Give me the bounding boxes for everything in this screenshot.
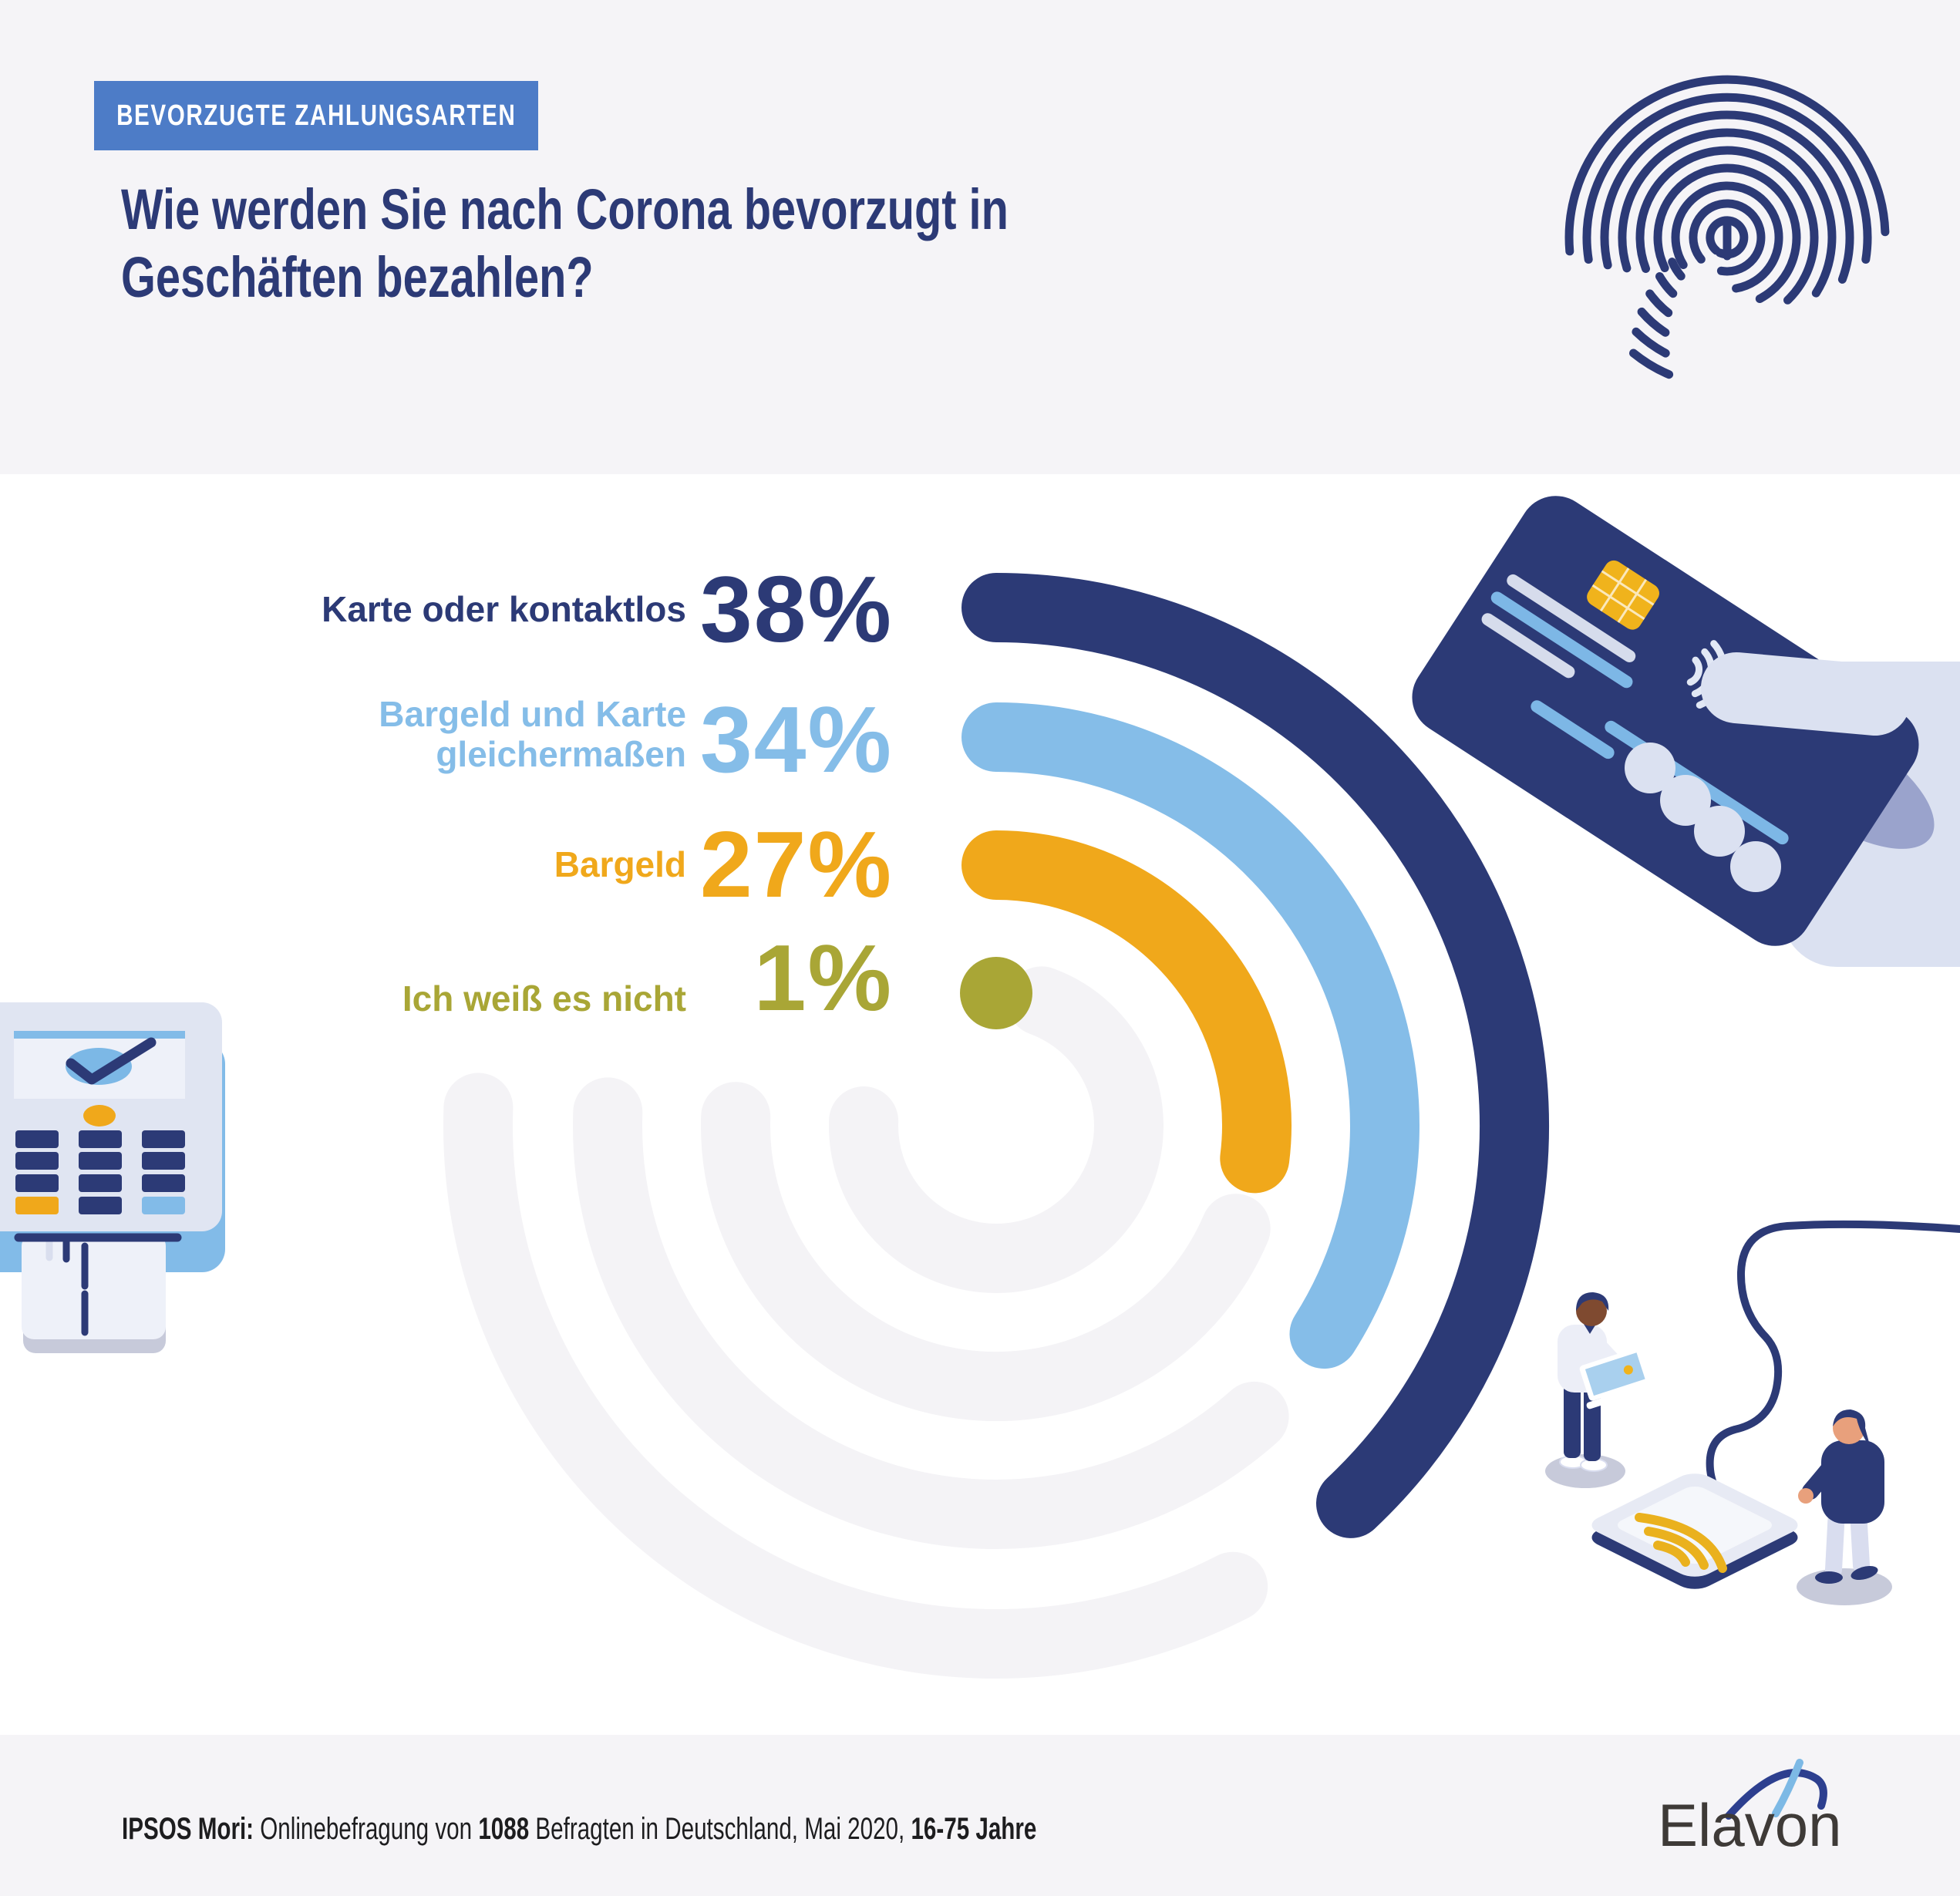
fingers (1625, 743, 1781, 892)
receipt-lines (45, 1238, 89, 1336)
person-with-laptop (1545, 1292, 1658, 1488)
chart-watermark-rings (443, 966, 1289, 1679)
chart-value-bargeld: 27% (699, 812, 893, 917)
chart-arc-1 (961, 702, 1419, 1369)
watermark-ring (572, 1077, 1289, 1549)
title-line-2: Geschäften bezahlen? (121, 245, 594, 309)
check-circle (66, 1048, 132, 1085)
title-line-1: Wie werden Sie nach Corona bevorzugt in (121, 177, 1009, 241)
thumb (1701, 652, 1911, 736)
ok-key (142, 1197, 185, 1214)
source-note: IPSOS Mori: Onlinebefragung von 1088 Bef… (122, 1812, 1037, 1846)
watermark-ring (443, 1073, 1268, 1679)
sample-size: 1088 (478, 1812, 530, 1846)
receipt-paper (22, 1234, 166, 1339)
category-badge: BEVORZUGTE ZAHLUNGSARTEN (94, 81, 538, 150)
chart-arc-3 (960, 957, 1032, 1029)
chart-value-weiss-nicht: 1% (753, 925, 893, 1030)
chip-icon (1587, 560, 1659, 630)
watermark-ring (829, 966, 1164, 1293)
credit-card (1412, 496, 1919, 946)
chart-label-karte: Karte oder kontaktlos (322, 589, 686, 629)
chart-label-weiss-nicht: Ich weiß es nicht (402, 978, 686, 1019)
chart-arc-2 (961, 830, 1292, 1194)
payment-terminal-illustration (0, 1002, 225, 1353)
hand-palm (1781, 662, 1960, 967)
pad-waves-icon (1635, 1513, 1727, 1573)
watermark-ring (701, 1082, 1271, 1422)
terminal-screen (14, 1031, 185, 1099)
hair (1833, 1409, 1871, 1448)
hair (1576, 1292, 1609, 1311)
terminal-base (0, 1041, 225, 1272)
card-shadow (1759, 716, 1935, 849)
terminal-led (83, 1105, 116, 1126)
chart-value-bargeld-karte: 34% (699, 687, 893, 792)
badge-label: BEVORZUGTE ZAHLUNGSARTEN (116, 99, 517, 132)
screen-top-bar (14, 1031, 185, 1039)
collar (1582, 1322, 1598, 1334)
chart-label-bargeld-karte: Bargeld und Karte gleichermaßen (379, 694, 686, 774)
laptop-icon (1579, 1347, 1658, 1409)
cable-icon (1706, 1220, 1960, 1538)
card-in-hand-illustration (1412, 496, 1960, 967)
cancel-key (15, 1197, 59, 1214)
wrist (1874, 662, 1960, 967)
card-stripes (1481, 574, 1789, 845)
check-icon (66, 1037, 157, 1085)
radial-bar-chart (960, 573, 1549, 1538)
people-illustration (1545, 1220, 1960, 1605)
chart-value-karte: 38% (699, 557, 893, 662)
terminal-keypad (15, 1130, 185, 1214)
person-standing (1797, 1409, 1892, 1605)
terminal-body (0, 1002, 222, 1231)
page-title: Wie werden Sie nach Corona bevorzugt in … (121, 176, 1009, 312)
chart-arc-0 (961, 573, 1549, 1538)
age-range: 16-75 Jahre (911, 1812, 1037, 1846)
elavon-logo: Elavon (1658, 1791, 1842, 1859)
chart-label-bargeld: Bargeld (554, 844, 686, 884)
receipt-shadow (23, 1253, 166, 1353)
source-name: IPSOS Mori: (122, 1812, 254, 1846)
footer-band (0, 1735, 1960, 1896)
contactless-waves-icon (1686, 640, 1727, 709)
contactless-pad-illustration (1591, 1473, 1798, 1589)
